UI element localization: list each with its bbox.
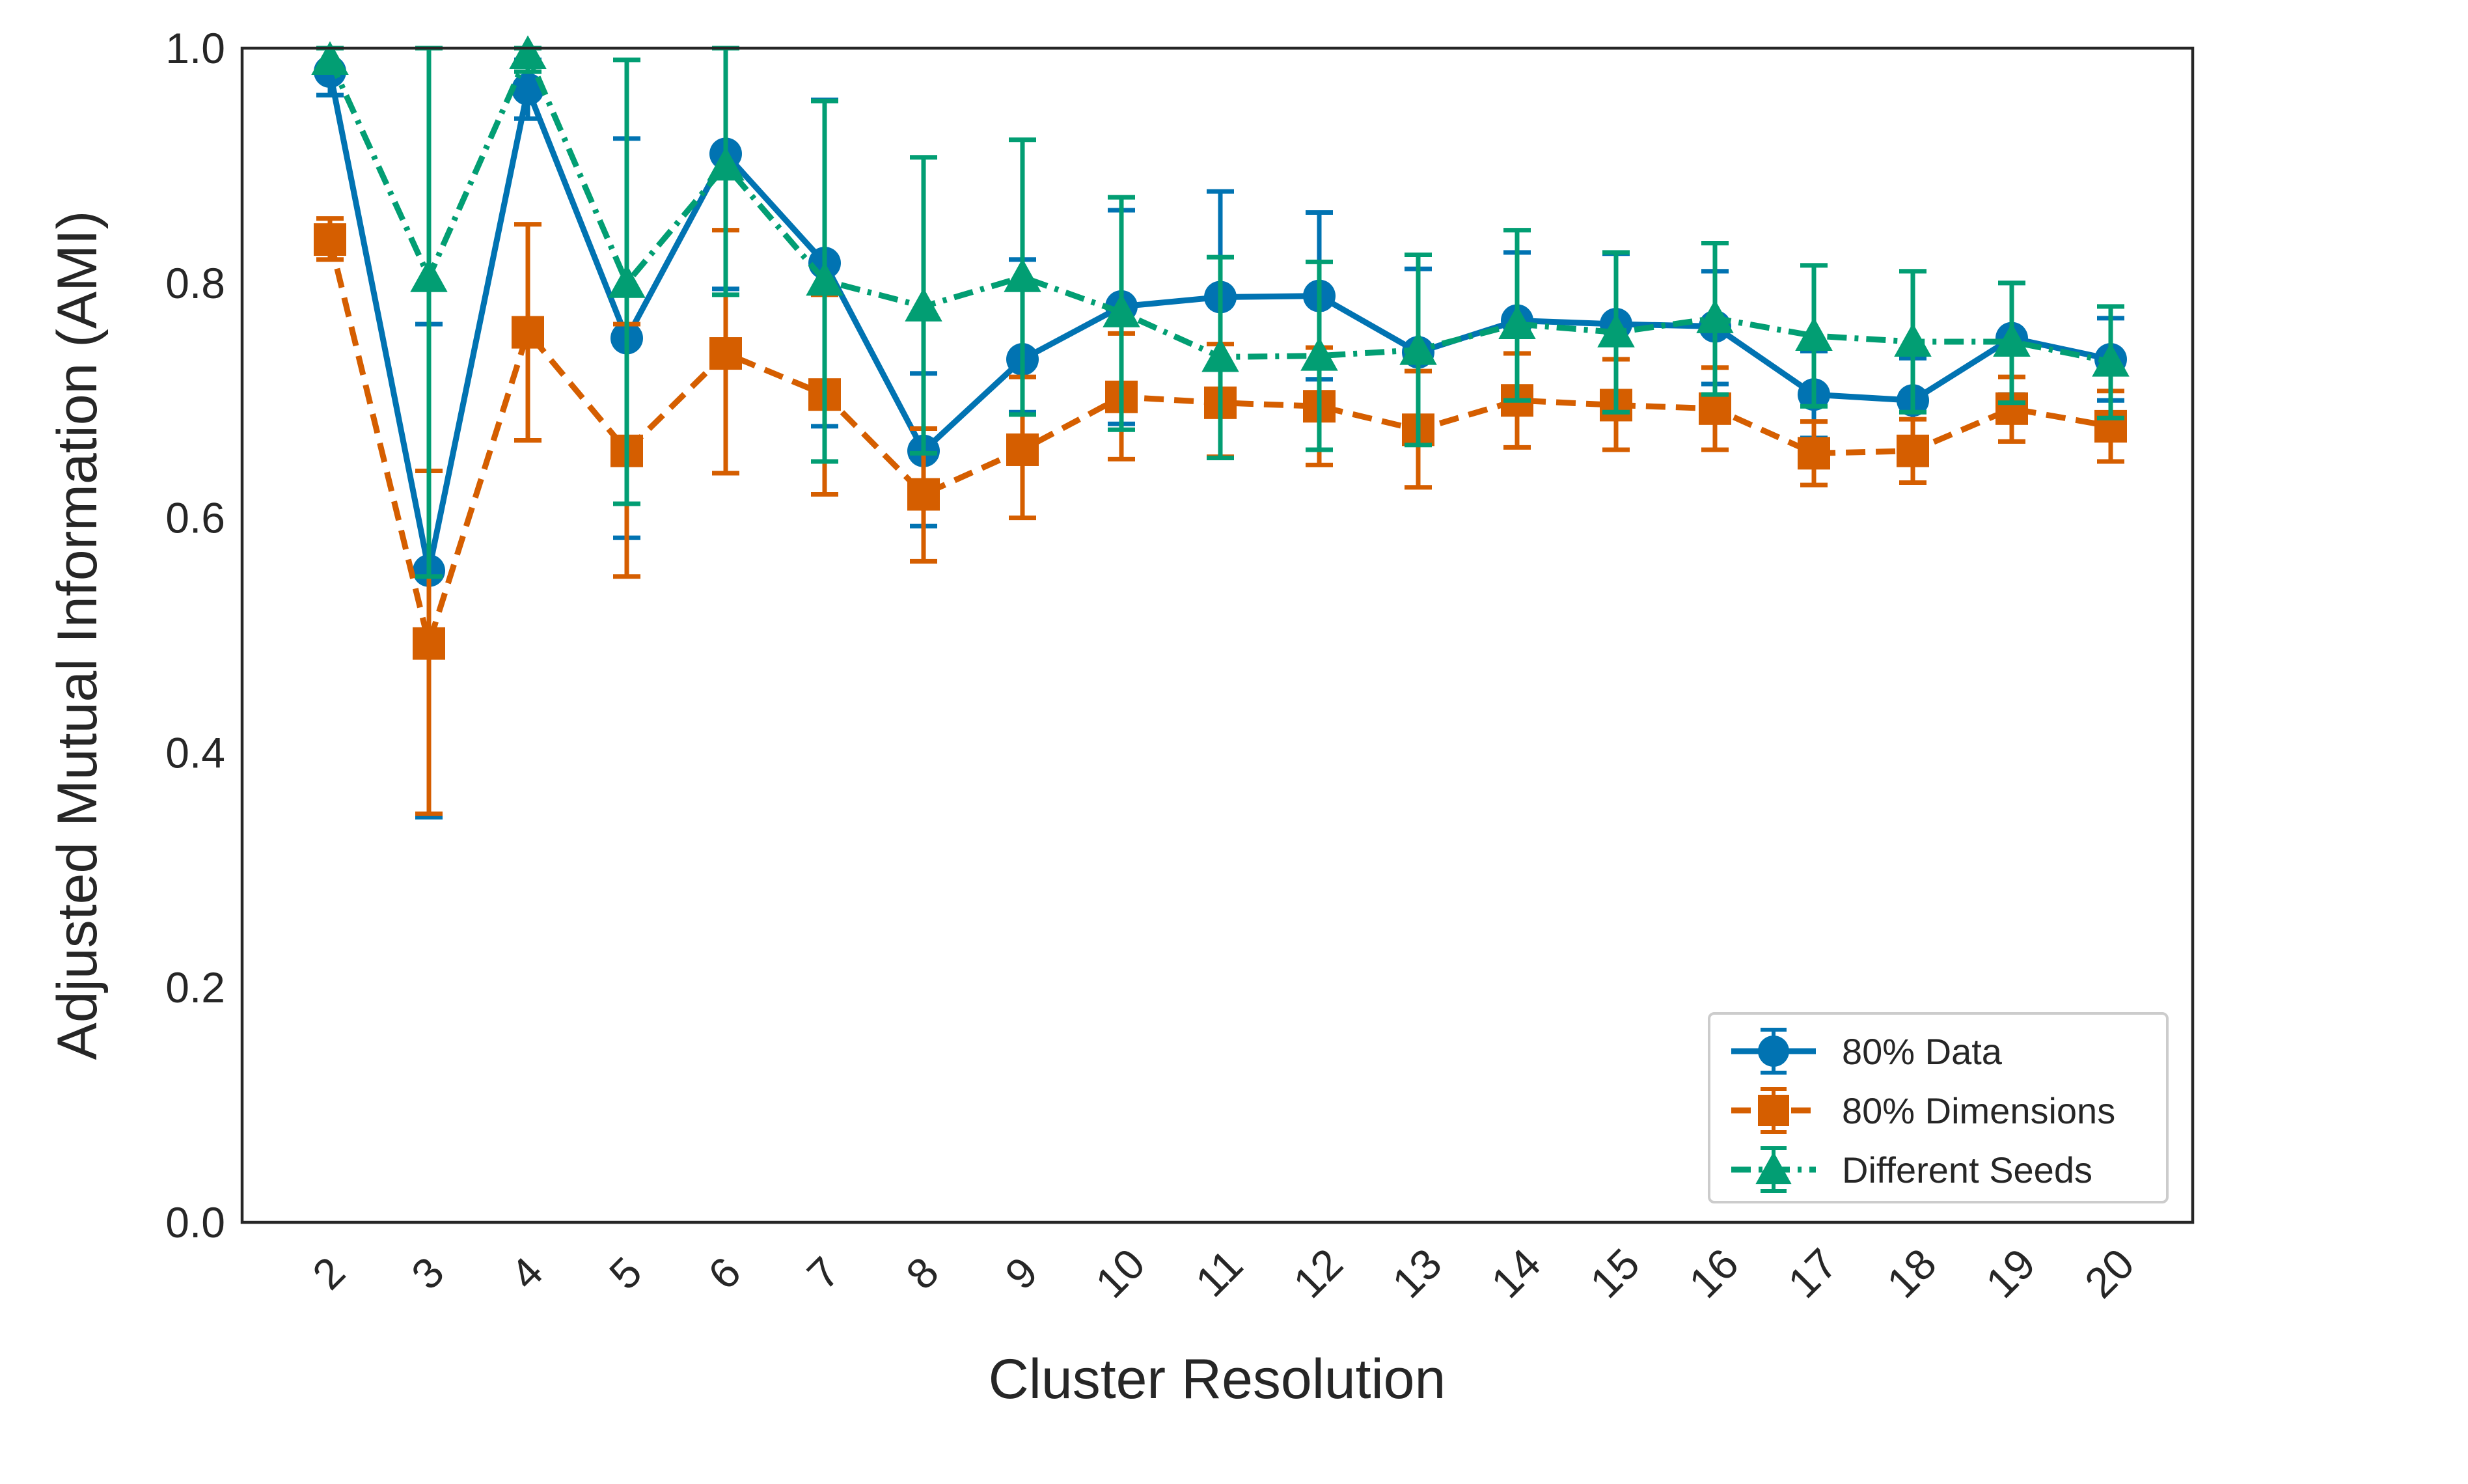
data-point bbox=[311, 41, 349, 76]
x-tick-label: 6 bbox=[699, 1248, 750, 1298]
data-point bbox=[1300, 337, 1338, 371]
series-different-seeds bbox=[311, 35, 2130, 579]
legend-label: 80% Data bbox=[1842, 1031, 2003, 1072]
data-point bbox=[907, 478, 940, 511]
data-point bbox=[509, 35, 547, 70]
y-tick-label: 0.0 bbox=[165, 1198, 225, 1246]
x-tick-label: 5 bbox=[600, 1248, 651, 1298]
axes-frame bbox=[240, 46, 2195, 1224]
x-tick-label: 8 bbox=[897, 1248, 948, 1298]
x-tick-label: 12 bbox=[1284, 1239, 1352, 1307]
x-axis-title: Cluster Resolution bbox=[989, 1348, 1446, 1410]
data-point bbox=[806, 262, 843, 296]
data-point bbox=[1699, 392, 1731, 425]
legend-label: Different Seeds bbox=[1842, 1149, 2092, 1190]
data-point bbox=[1795, 317, 1833, 351]
data-point bbox=[2092, 342, 2130, 377]
legend-label: 80% Dimensions bbox=[1842, 1090, 2115, 1131]
legend-marker bbox=[1755, 1151, 1792, 1185]
data-point bbox=[1993, 323, 2031, 357]
data-point bbox=[608, 264, 646, 298]
x-tick-label: 3 bbox=[402, 1248, 453, 1298]
x-tick-label: 17 bbox=[1779, 1239, 1846, 1307]
y-tick-label: 0.4 bbox=[165, 728, 225, 776]
data-point bbox=[1798, 437, 1830, 470]
x-tick-label: 13 bbox=[1383, 1239, 1451, 1307]
x-tick-label: 14 bbox=[1482, 1239, 1550, 1307]
legend-marker bbox=[1758, 1036, 1789, 1067]
x-tick-label: 2 bbox=[303, 1248, 354, 1298]
y-axis-title: Adjusted Mutual Information (AMI) bbox=[46, 211, 109, 1060]
data-point bbox=[410, 258, 448, 292]
data-point bbox=[709, 337, 742, 370]
data-point bbox=[413, 627, 445, 660]
x-tick-label: 20 bbox=[2076, 1239, 2143, 1307]
x-tick-label: 15 bbox=[1581, 1239, 1649, 1307]
x-tick-label: 18 bbox=[1878, 1239, 1945, 1307]
data-point bbox=[314, 223, 346, 256]
x-tick-label: 9 bbox=[996, 1248, 1047, 1298]
x-tick-label: 10 bbox=[1086, 1239, 1154, 1307]
data-point bbox=[1897, 434, 1929, 467]
y-tick-label: 0.2 bbox=[165, 963, 225, 1011]
y-tick-label: 0.6 bbox=[165, 494, 225, 542]
y-tick-label: 1.0 bbox=[165, 24, 225, 72]
data-point bbox=[1498, 305, 1536, 339]
data-point bbox=[1894, 323, 1932, 357]
y-axis-ticks: 0.0 0.2 0.4 0.6 0.8 1.0 bbox=[165, 24, 225, 1246]
data-point bbox=[1004, 258, 1041, 292]
data-point bbox=[512, 316, 544, 349]
data-point bbox=[1597, 313, 1635, 348]
data-point bbox=[707, 146, 745, 181]
data-point bbox=[1696, 299, 1734, 333]
data-point bbox=[512, 73, 544, 106]
y-tick-label: 0.8 bbox=[165, 259, 225, 307]
x-tick-label: 7 bbox=[798, 1248, 849, 1298]
data-point bbox=[1103, 294, 1140, 327]
x-tick-label: 4 bbox=[501, 1248, 552, 1298]
x-tick-label: 11 bbox=[1186, 1240, 1252, 1306]
x-axis-ticks: 2 3 4 5 6 7 8 9 10 11 12 13 14 15 16 17 18 19 20 bbox=[303, 1239, 2143, 1307]
legend-box bbox=[1708, 1012, 2169, 1203]
data-point bbox=[905, 288, 942, 322]
data-point bbox=[1399, 331, 1437, 365]
data-point bbox=[1201, 338, 1239, 372]
legend-marker bbox=[1758, 1095, 1789, 1126]
data-point bbox=[1006, 433, 1039, 466]
plot-series bbox=[311, 35, 2130, 820]
x-tick-label: 16 bbox=[1680, 1239, 1748, 1307]
legend: 80% Data 80% Dimensions Different Seeds bbox=[1708, 1012, 2169, 1203]
x-tick-label: 19 bbox=[1977, 1239, 2044, 1307]
